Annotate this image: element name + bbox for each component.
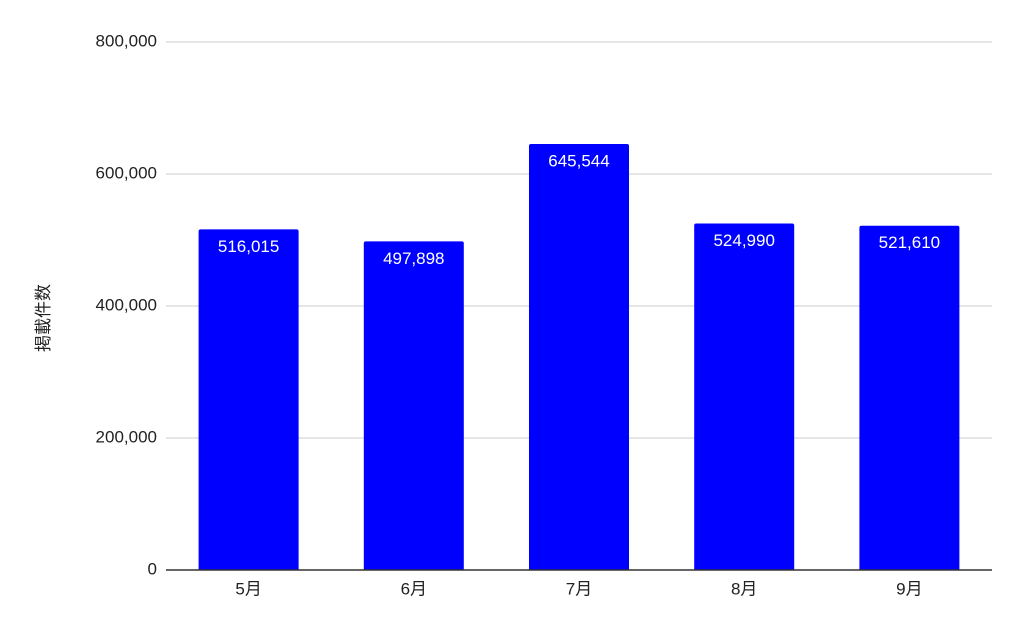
bar [529,143,629,570]
y-tick-label: 800,000 [96,31,157,50]
y-tick-label: 200,000 [96,427,157,446]
x-axis-categories: 5月 6月 7月 8月 9月 [235,579,922,598]
bar-value-label: 497,898 [383,249,444,268]
y-tick-label: 0 [148,559,157,578]
x-category-label: 6月 [401,579,427,598]
bar [198,229,299,570]
data-labels: 516,015 497,898 645,544 524,990 521,610 [218,151,940,267]
y-tick-label: 400,000 [96,295,157,314]
bar-value-label: 524,990 [713,231,774,250]
bar [363,241,464,570]
x-category-label: 5月 [235,579,261,598]
bar [694,223,795,571]
x-category-label: 7月 [566,579,592,598]
bars [198,143,960,571]
x-category-label: 8月 [731,579,757,598]
bar-value-label: 521,610 [879,233,940,252]
y-axis-ticks: 0 200,000 400,000 600,000 800,000 [96,31,157,578]
x-category-label: 9月 [896,579,922,598]
bar [859,225,960,570]
y-tick-label: 600,000 [96,163,157,182]
bar-value-label: 516,015 [218,237,279,256]
y-axis-label: 掲載件数 [34,284,54,352]
bar-value-label: 645,544 [548,151,609,170]
